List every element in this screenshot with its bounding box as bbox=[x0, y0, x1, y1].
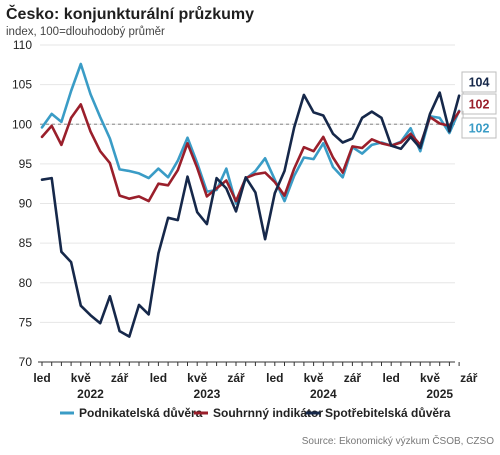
x-year-label: 2023 bbox=[194, 387, 221, 401]
end-label-value: 102 bbox=[469, 122, 490, 136]
legend-item-2: Souhrnný indikátor bbox=[194, 406, 323, 420]
x-month-label: zář bbox=[227, 371, 245, 385]
series-lines bbox=[40, 62, 461, 338]
end-label-value: 102 bbox=[469, 98, 490, 112]
end-label-box bbox=[461, 117, 497, 139]
x-month-label: led bbox=[150, 371, 167, 385]
y-tick-label: 95 bbox=[19, 157, 33, 171]
legend-label: Spotřebitelská důvěra bbox=[325, 406, 451, 420]
legend-item-1: Podnikatelská důvěra bbox=[60, 406, 203, 420]
x-month-label: led bbox=[383, 371, 400, 385]
y-tick-label: 80 bbox=[19, 276, 33, 290]
legend: Podnikatelská důvěra Souhrnný indikátor Sp… bbox=[60, 406, 451, 420]
x-year-label: 2025 bbox=[426, 387, 453, 401]
x-month-label: zář bbox=[344, 371, 362, 385]
end-label-1: 102 bbox=[461, 110, 497, 139]
series-line-2 bbox=[40, 103, 461, 203]
x-axis: led kvě zář led kvě zář led kvě zář led kvě zář 2022… bbox=[33, 361, 478, 401]
legend-item-3: Spotřebitelská důvěra bbox=[306, 406, 451, 420]
end-label-value: 104 bbox=[469, 76, 490, 90]
y-tick-label: 110 bbox=[13, 38, 32, 52]
x-year-label: 2024 bbox=[310, 387, 337, 401]
x-month-label: zář bbox=[460, 371, 478, 385]
chart-title: Česko: konjunkturální průzkumy bbox=[6, 4, 254, 23]
x-month-label: kvě bbox=[420, 371, 440, 385]
x-year-label: 2022 bbox=[77, 387, 104, 401]
end-label-box bbox=[461, 93, 497, 115]
end-label-box bbox=[461, 71, 497, 93]
legend-label: Podnikatelská důvěra bbox=[79, 406, 203, 420]
y-tick-label: 75 bbox=[19, 315, 33, 329]
end-labels: 104 102 102 bbox=[461, 71, 497, 139]
end-label-2: 102 bbox=[461, 93, 497, 115]
y-tick-label: 85 bbox=[19, 236, 33, 250]
series-line-3 bbox=[40, 91, 461, 338]
legend-label: Souhrnný indikátor bbox=[213, 406, 323, 420]
y-tick-label: 90 bbox=[19, 197, 33, 211]
x-month-label: led bbox=[33, 371, 50, 385]
y-tick-label: 70 bbox=[19, 355, 33, 369]
x-month-label: kvě bbox=[187, 371, 207, 385]
x-month-label: kvě bbox=[304, 371, 324, 385]
end-label-3: 104 bbox=[461, 71, 497, 96]
x-month-label: led bbox=[266, 371, 283, 385]
source-note: Source: Ekonomický výzkum ČSOB, CZSO bbox=[302, 434, 494, 447]
y-tick-label: 100 bbox=[12, 117, 32, 131]
x-month-label: zář bbox=[111, 371, 129, 385]
x-month-label: kvě bbox=[71, 371, 91, 385]
chart-subtitle: index, 100=dlouhodobý průměr bbox=[6, 26, 165, 38]
y-tick-label: 105 bbox=[12, 78, 32, 92]
y-axis: 70 75 80 85 90 95 100 105 110 bbox=[12, 38, 32, 369]
